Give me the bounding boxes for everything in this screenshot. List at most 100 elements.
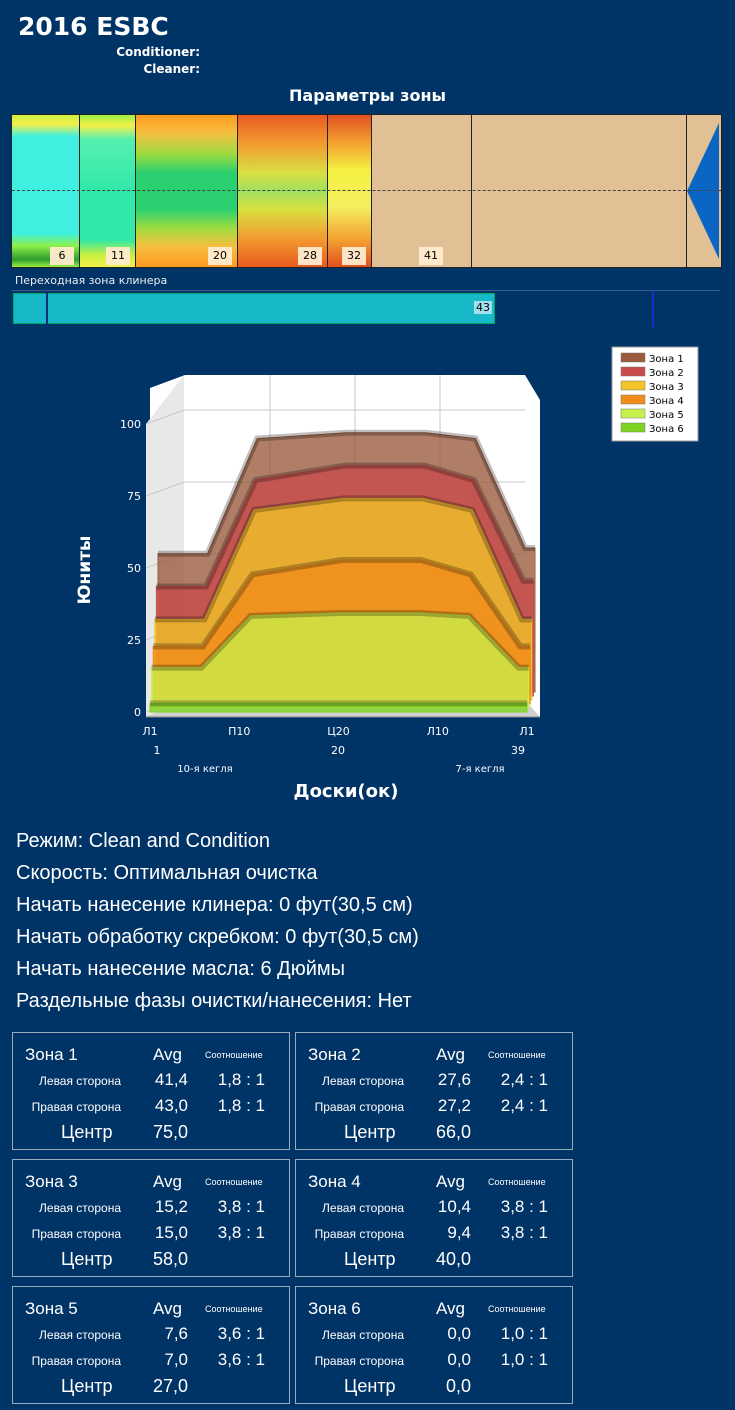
zone-label-2: 11 (106, 247, 130, 265)
zone-stat-box: Зона 6 Avg Соотношение Левая сторона 0,0 1,0 … (295, 1286, 573, 1404)
zone-stat-left-ratio: 3,8 : 1 (500, 1197, 548, 1216)
transition-separator (11, 290, 720, 291)
zone-stat-left-ratio: 2,4 : 1 (500, 1070, 548, 1089)
y-tick-label: 50 (127, 562, 141, 575)
zone-stat-name: Зона 5 (25, 1299, 78, 1318)
x-tick-label: Л1 (519, 725, 534, 738)
zone-stat-right-value: 0,0 (447, 1350, 471, 1369)
zone-stat-right-ratio: 3,8 : 1 (500, 1223, 548, 1242)
info-separate-phases: Раздельные фазы очистки/нанесения: Нет (16, 990, 412, 1012)
zone-stat-right-value: 43,0 (154, 1096, 188, 1115)
zone-stat-right-value: 9,4 (447, 1223, 471, 1242)
x-board-number: 20 (331, 744, 345, 757)
zone-label-4: 28 (298, 247, 322, 265)
zone-stat-center-label: Центр (344, 1249, 396, 1269)
zone-stat-avg-header: Avg (436, 1045, 465, 1064)
y-tick-label: 100 (120, 418, 141, 431)
legend-label: Зона 1 (649, 354, 684, 365)
zone-stat-left-label: Левая сторона (322, 1201, 404, 1215)
zone-stat-box: Зона 5 Avg Соотношение Левая сторона 7,6 3,6 … (12, 1286, 290, 1404)
chart-series (149, 429, 536, 713)
zone-label-1: 6 (50, 247, 74, 265)
zone-box-4: 28 (238, 115, 328, 267)
legend-swatch (620, 352, 646, 363)
transition-value: 43 (474, 301, 492, 314)
zone-stat-right-label: Правая сторона (314, 1354, 404, 1368)
zone-stat-box: Зона 1 Avg Соотношение Левая сторона 41,4 1,8… (12, 1032, 290, 1150)
zone-stat-right-label: Правая сторона (314, 1227, 404, 1241)
page-title: 2016 ESBC (18, 12, 169, 41)
zone-stat-center-label: Центр (61, 1249, 113, 1269)
legend-swatch (620, 366, 646, 377)
legend-swatch (620, 408, 646, 419)
zone-stat-ratio-header: Соотношение (205, 1177, 263, 1187)
zone-stat-avg-header: Avg (436, 1172, 465, 1191)
zone-label-6: 41 (419, 247, 443, 265)
info-cleaner-start: Начать нанесение клинера: 0 фут(30,5 см) (16, 894, 413, 916)
zone-stat-left-value: 10,4 (437, 1197, 471, 1216)
series-ridge (156, 462, 534, 590)
pointer-triangle-icon (687, 123, 719, 259)
zone-box-1: 6 (12, 115, 80, 267)
zone-stat-right-label: Правая сторона (31, 1227, 121, 1241)
series-area (149, 702, 528, 713)
y-tick-label: 75 (127, 490, 141, 503)
y-tick-label: 0 (134, 706, 141, 719)
grid-line (145, 481, 185, 497)
zone-stat-center-value: 40,0 (435, 1249, 471, 1269)
zone-stat-left-value: 15,2 (154, 1197, 188, 1216)
zone-stat-left-ratio: 1,8 : 1 (217, 1070, 265, 1089)
zone-stat-left-ratio: 3,6 : 1 (217, 1324, 265, 1343)
series-ridge (154, 495, 532, 623)
zone-stat-left-value: 0,0 (447, 1324, 471, 1343)
zone-stat-avg-header: Avg (153, 1172, 182, 1191)
zone-stat-right-ratio: 3,6 : 1 (217, 1350, 265, 1369)
x-subtitle-right: 7-я кегля (455, 764, 504, 775)
zone-stat-center-value: 27,0 (152, 1376, 188, 1396)
zone-stat-left-label: Левая сторона (322, 1074, 404, 1088)
x-subtitle-left: 10-я кегля (177, 764, 232, 775)
zone-stat-left-value: 27,6 (437, 1070, 471, 1089)
zone-stat-left-ratio: 3,8 : 1 (217, 1197, 265, 1216)
zone-stat-right-value: 15,0 (154, 1223, 188, 1242)
series-ridge (151, 609, 529, 671)
info-mode: Режим: Clean and Condition (16, 830, 271, 852)
x-axis-label: Доски(ок) (294, 781, 399, 802)
zone-stat-ratio-header: Соотношение (488, 1177, 546, 1187)
chart-legend: Зона 1 Зона 2 Зона 3 Зона 4 Зона 5 Зона 6 (611, 346, 699, 442)
zone-params-title: Параметры зоны (289, 86, 446, 105)
zone-stat-avg-header: Avg (436, 1299, 465, 1318)
zone-stat-avg-header: Avg (153, 1299, 182, 1318)
zone-stat-center-label: Центр (61, 1376, 113, 1396)
legend-label: Зона 5 (649, 410, 684, 421)
zone-stat-box: Зона 4 Avg Соотношение Левая сторона 10,4 3,8… (295, 1159, 573, 1277)
info-oil-start: Начать нанесение масла: 6 Дюймы (16, 958, 346, 980)
series-area (151, 612, 530, 709)
zone-stat-right-ratio: 1,0 : 1 (500, 1350, 548, 1369)
x-tick-label: Ц20 (327, 725, 350, 738)
zone-stat-box: Зона 3 Avg Соотношение Левая сторона 15,2 3,8… (12, 1159, 290, 1277)
zone-label-3: 20 (208, 247, 232, 265)
chart-y-axis: 0 25 50 75 100 (120, 418, 141, 719)
zone-box-2: 11 (80, 115, 136, 267)
x-tick-label: П10 (228, 725, 250, 738)
chart-x-axis: Л1 П10 Ц20 Л10 Л1 1 20 39 10-я кегля 7-я кегля (142, 716, 540, 775)
zone-stat-left-ratio: 1,0 : 1 (500, 1324, 548, 1343)
zone-stat-right-ratio: 1,8 : 1 (217, 1096, 265, 1115)
y-axis-label: Юниты (75, 536, 95, 605)
zone-stat-center-value: 75,0 (152, 1122, 188, 1142)
cleaner-label: Cleaner: (143, 62, 200, 76)
grid-line (145, 409, 185, 425)
zone-stat-center-label: Центр (344, 1122, 396, 1142)
x-board-number: 1 (154, 744, 161, 757)
series-ridge (158, 429, 535, 557)
zone-stat-left-value: 41,4 (154, 1070, 188, 1089)
zone-stat-name: Зона 2 (308, 1045, 361, 1064)
y-tick-label: 25 (127, 634, 141, 647)
zone-stat-center-label: Центр (344, 1376, 396, 1396)
zone-stat-left-value: 7,6 (164, 1324, 188, 1343)
legend-label: Зона 4 (649, 396, 684, 407)
zone-stat-name: Зона 6 (308, 1299, 361, 1318)
info-speed: Скорость: Оптимальная очистка (16, 862, 318, 884)
zone-box-5: 32 (328, 115, 372, 267)
